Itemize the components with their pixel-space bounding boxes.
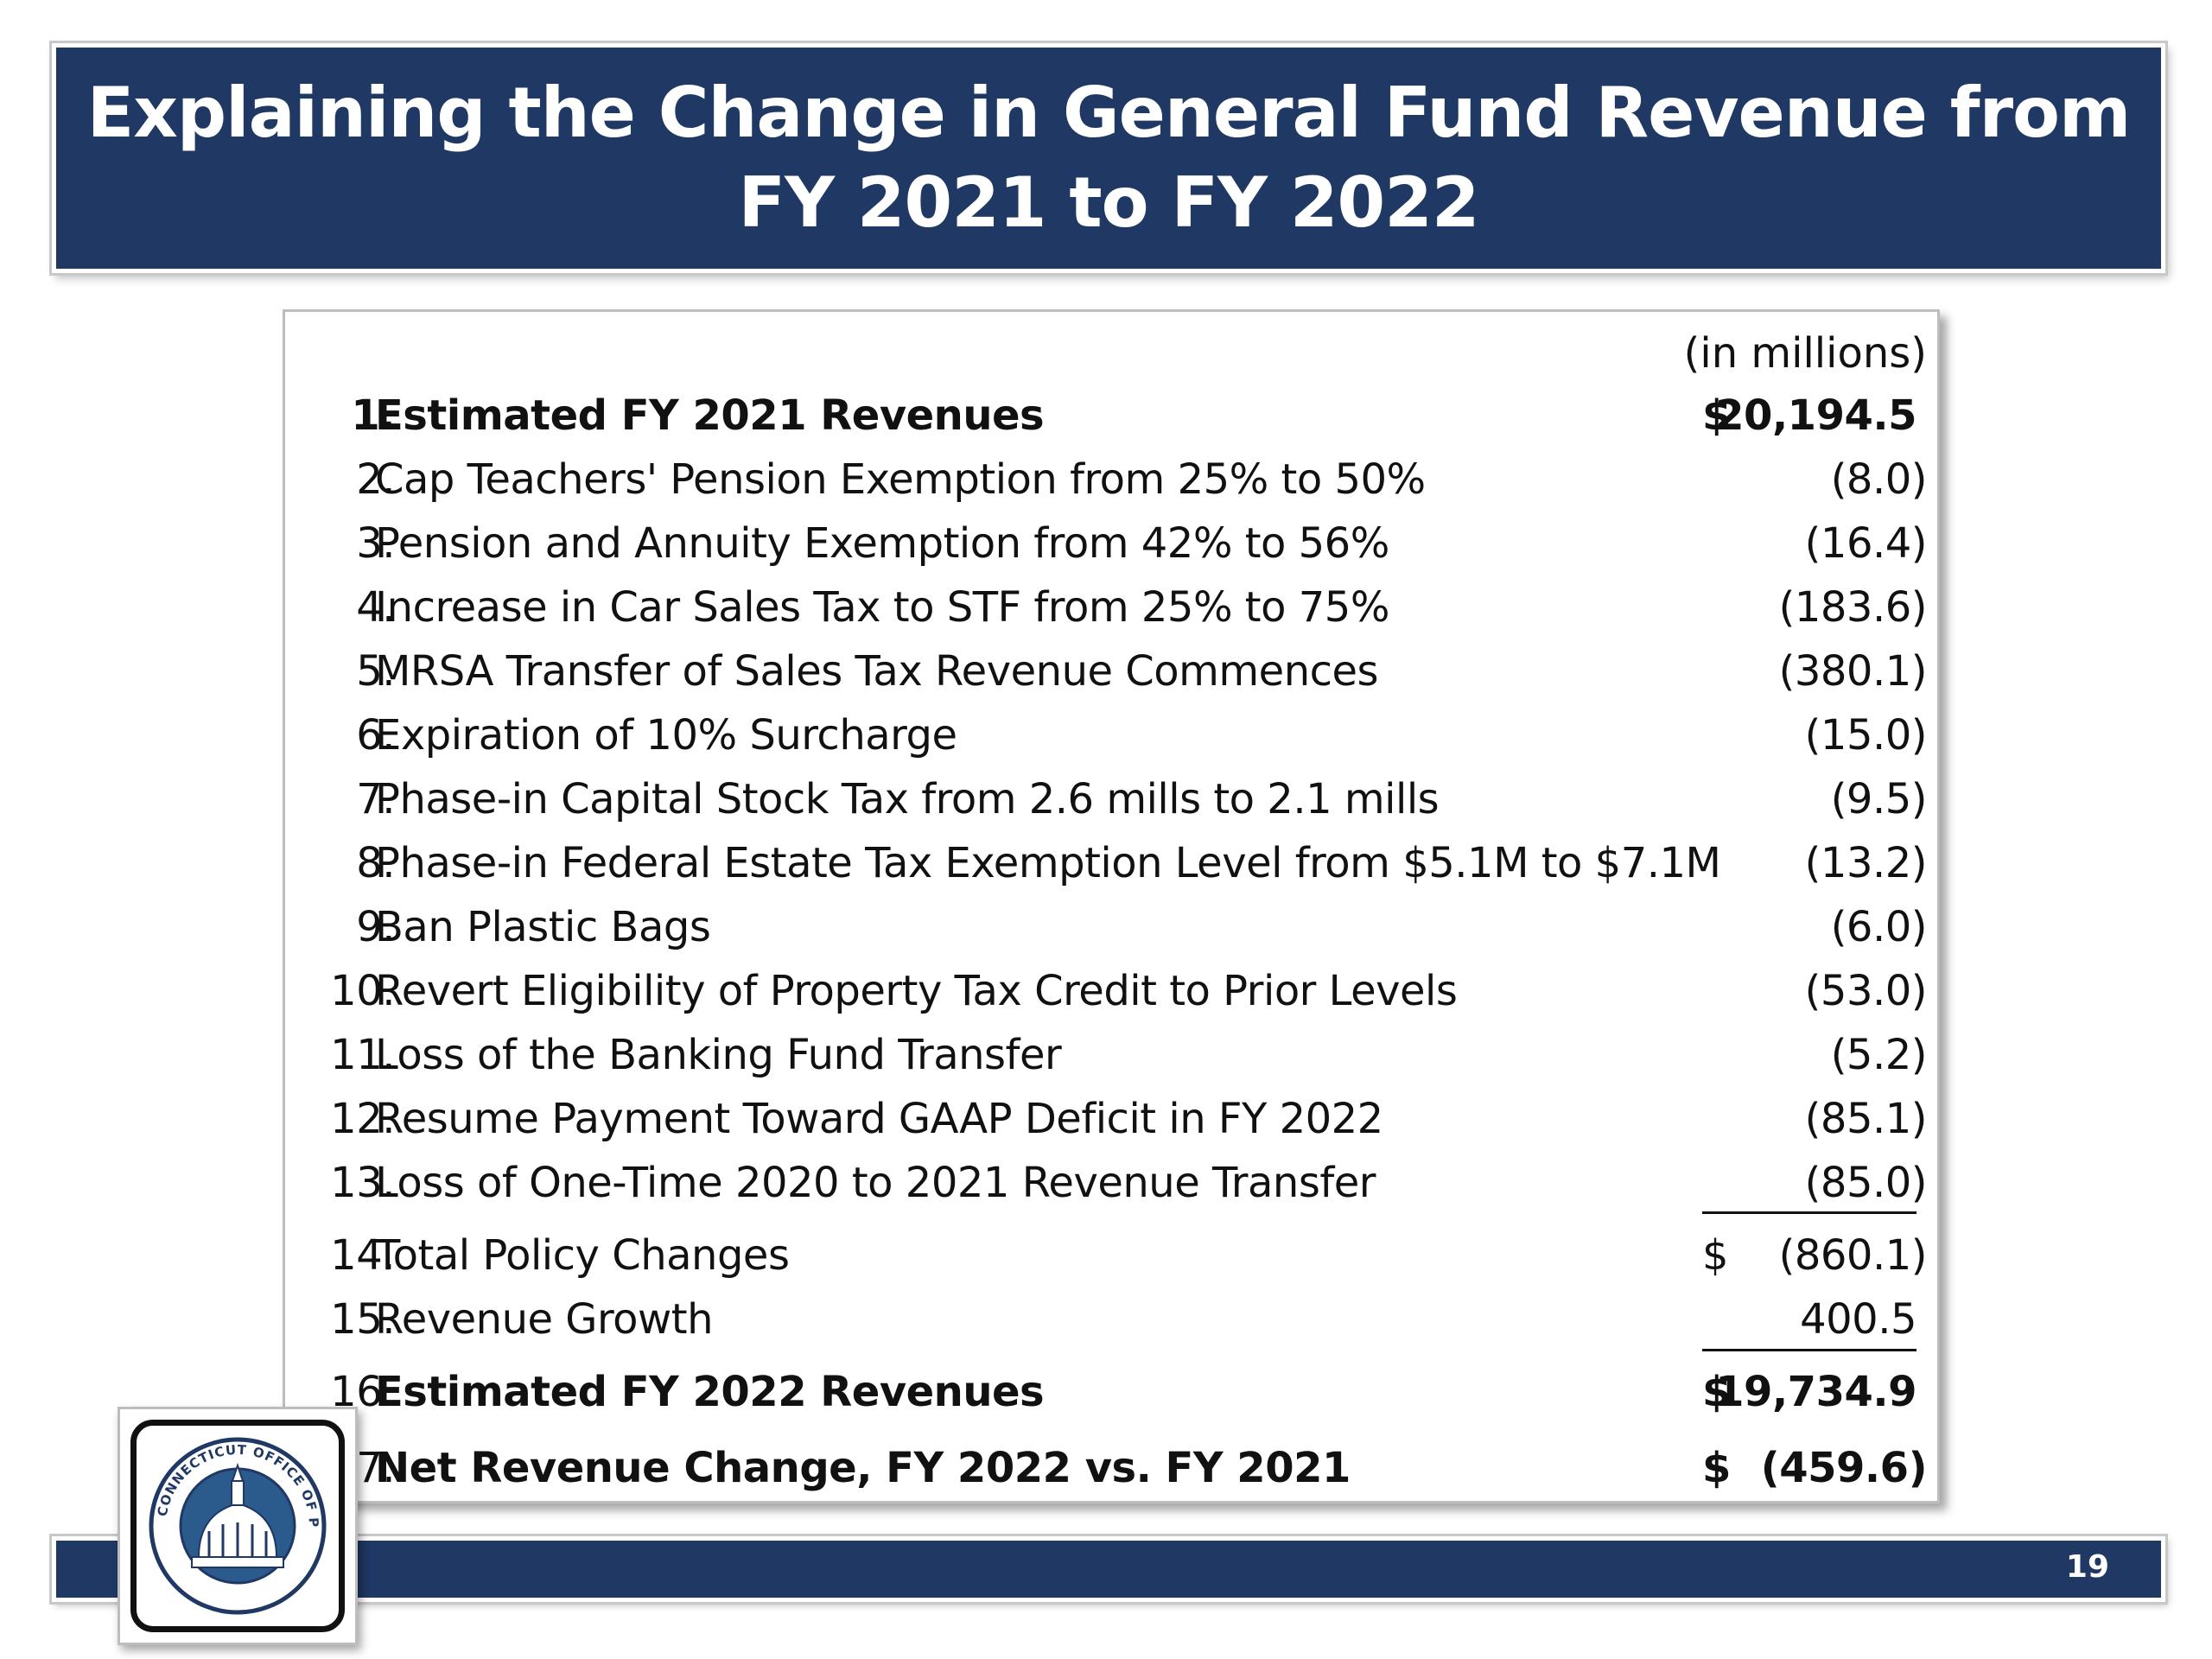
- table-row: 5. MRSA Transfer of Sales Tax Revenue Co…: [285, 647, 1937, 711]
- page-title: Explaining the Change in General Fund Re…: [86, 68, 2132, 248]
- table-row: 13. Loss of One-Time 2020 to 2021 Revenu…: [285, 1159, 1937, 1223]
- row-currency: $: [1702, 391, 1731, 440]
- row-value: (8.0): [1830, 455, 1928, 504]
- table-row: 15. Revenue Growth 400.5: [285, 1295, 1937, 1359]
- footer-banner: 19: [49, 1534, 2168, 1605]
- total-rule: [1702, 1349, 1916, 1351]
- table-row: 11. Loss of the Banking Fund Transfer (5…: [285, 1031, 1937, 1095]
- table-row: 14. Total Policy Changes $ (860.1): [285, 1231, 1937, 1295]
- row-value: (5.2): [1830, 1031, 1928, 1079]
- table-row: 1. Estimated FY 2021 Revenues $ 20,194.5: [285, 391, 1937, 455]
- subtotal-rule: [1702, 1211, 1916, 1214]
- row-number: 9.: [356, 903, 395, 951]
- row-label: Ban Plastic Bags: [375, 903, 711, 951]
- row-label: Estimated FY 2021 Revenues: [375, 391, 1045, 440]
- row-label: Loss of the Banking Fund Transfer: [375, 1031, 1062, 1079]
- row-label: MRSA Transfer of Sales Tax Revenue Comme…: [375, 647, 1379, 696]
- row-currency: $: [1702, 1368, 1731, 1416]
- table-row: 16. Estimated FY 2022 Revenues $ 19,734.…: [285, 1368, 1937, 1432]
- row-value: (6.0): [1830, 903, 1928, 951]
- row-number: 14.: [330, 1231, 395, 1280]
- table-row: 10. Revert Eligibility of Property Tax C…: [285, 967, 1937, 1031]
- row-number: 4.: [356, 583, 395, 632]
- row-label: Loss of One-Time 2020 to 2021 Revenue Tr…: [375, 1159, 1376, 1207]
- row-number: 8.: [356, 839, 395, 887]
- table-row: 9. Ban Plastic Bags (6.0): [285, 903, 1937, 967]
- row-label: Cap Teachers' Pension Exemption from 25%…: [375, 455, 1426, 504]
- row-value: (13.2): [1804, 839, 1928, 887]
- table-row: 7. Phase-in Capital Stock Tax from 2.6 m…: [285, 775, 1937, 839]
- row-currency: $: [1702, 1231, 1729, 1280]
- row-number: 11.: [330, 1031, 395, 1079]
- table-row: 6. Expiration of 10% Surcharge (15.0): [285, 711, 1937, 775]
- row-currency: $: [1702, 1444, 1731, 1492]
- revenue-change-table: (in millions) 1. Estimated FY 2021 Reven…: [283, 309, 1940, 1503]
- title-banner: Explaining the Change in General Fund Re…: [49, 41, 2168, 276]
- row-value: (9.5): [1830, 775, 1928, 823]
- table-row: 3. Pension and Annuity Exemption from 42…: [285, 519, 1937, 583]
- table-row: 12. Resume Payment Toward GAAP Deficit i…: [285, 1095, 1937, 1159]
- page-title-line-2: FY 2021 to FY 2022: [738, 162, 1479, 243]
- row-label: Total Policy Changes: [375, 1231, 790, 1280]
- row-value: (860.1): [1778, 1231, 1928, 1280]
- row-number: 1.: [351, 391, 395, 440]
- row-value: 20,194.5: [1715, 391, 1916, 440]
- row-number: 7.: [356, 775, 395, 823]
- row-value: (15.0): [1804, 711, 1928, 760]
- row-label: Revert Eligibility of Property Tax Credi…: [375, 967, 1458, 1015]
- row-value: (380.1): [1778, 647, 1928, 696]
- row-value: 19,734.9: [1715, 1368, 1916, 1416]
- row-number: 5.: [356, 647, 395, 696]
- row-number: 15.: [330, 1295, 395, 1344]
- table-row: 8. Phase-in Federal Estate Tax Exemption…: [285, 839, 1937, 903]
- capitol-dome-icon: CONNECTICUT OFFICE OF POLICY AND MANAGEM…: [138, 1427, 327, 1615]
- row-number: 13.: [330, 1159, 395, 1207]
- row-value: (16.4): [1804, 519, 1928, 568]
- units-label: (in millions): [1683, 329, 1927, 378]
- seal-border: CONNECTICUT OFFICE OF POLICY AND MANAGEM…: [130, 1420, 345, 1632]
- opm-logo: CONNECTICUT OFFICE OF POLICY AND MANAGEM…: [118, 1407, 358, 1645]
- row-value: (53.0): [1804, 967, 1928, 1015]
- row-value: 400.5: [1800, 1295, 1916, 1344]
- row-label: Phase-in Capital Stock Tax from 2.6 mill…: [375, 775, 1440, 823]
- row-value: (85.1): [1804, 1095, 1928, 1143]
- row-label: Estimated FY 2022 Revenues: [375, 1368, 1045, 1416]
- row-label: Resume Payment Toward GAAP Deficit in FY…: [375, 1095, 1383, 1143]
- row-number: 12.: [330, 1095, 395, 1143]
- page-title-line-1: Explaining the Change in General Fund Re…: [86, 73, 2132, 153]
- table-row: 2. Cap Teachers' Pension Exemption from …: [285, 455, 1937, 519]
- row-label: Phase-in Federal Estate Tax Exemption Le…: [375, 839, 1721, 887]
- row-value: (183.6): [1778, 583, 1928, 632]
- row-label: Pension and Annuity Exemption from 42% t…: [375, 519, 1389, 568]
- row-number: 2.: [356, 455, 395, 504]
- row-label: Expiration of 10% Surcharge: [375, 711, 957, 760]
- row-label: Increase in Car Sales Tax to STF from 25…: [375, 583, 1389, 632]
- table-row: 17. Net Revenue Change, FY 2022 vs. FY 2…: [285, 1444, 1937, 1508]
- table-row: 4. Increase in Car Sales Tax to STF from…: [285, 583, 1937, 647]
- row-value: (459.6): [1760, 1444, 1928, 1492]
- row-number: 3.: [356, 519, 395, 568]
- row-value: (85.0): [1804, 1159, 1928, 1207]
- row-number: 6.: [356, 711, 395, 760]
- page-number: 19: [2065, 1549, 2109, 1585]
- row-number: 10.: [330, 967, 395, 1015]
- row-label: Net Revenue Change, FY 2022 vs. FY 2021: [375, 1444, 1351, 1492]
- row-label: Revenue Growth: [375, 1295, 714, 1344]
